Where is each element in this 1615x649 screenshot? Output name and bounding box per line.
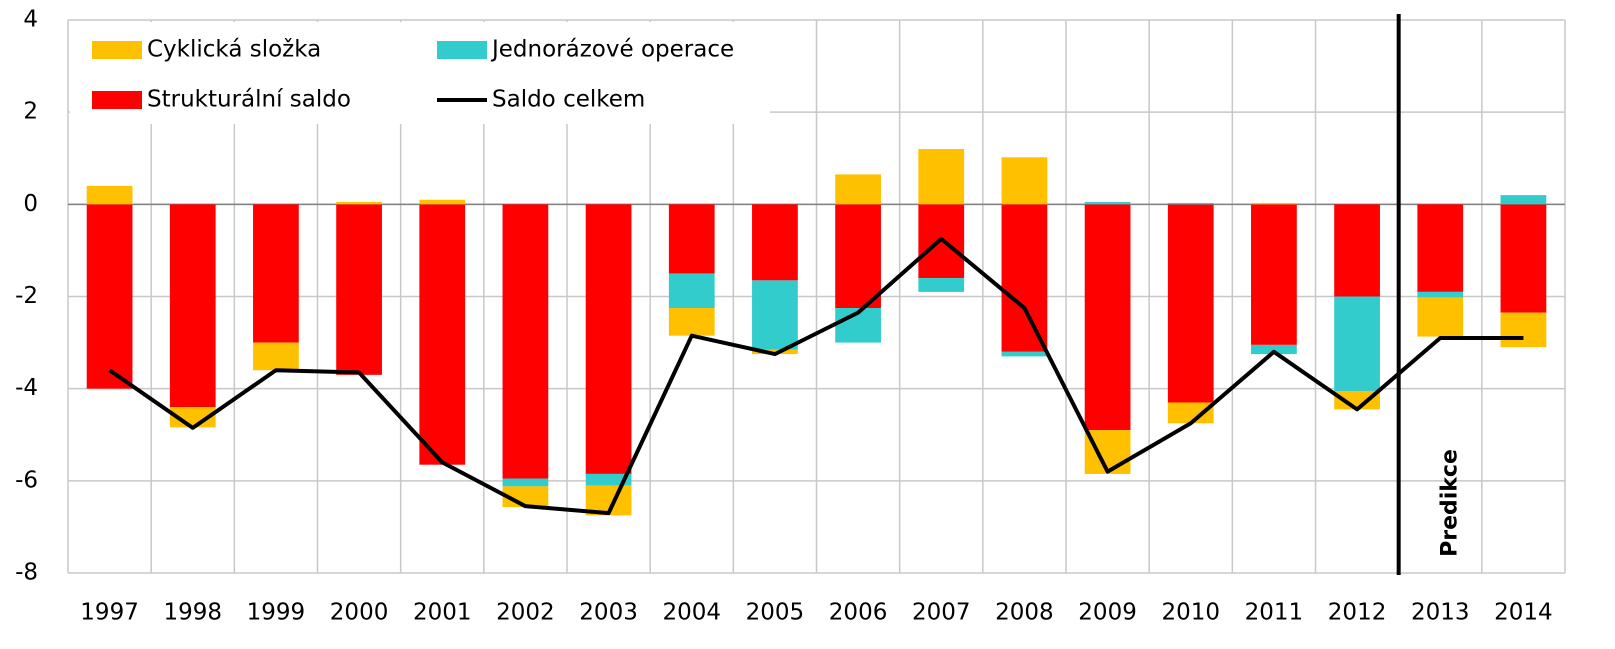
- bar-segment: [918, 149, 965, 205]
- bar-segment: [1334, 204, 1380, 297]
- x-tick-label: 1999: [247, 600, 306, 626]
- x-tick-label: 2003: [579, 600, 638, 626]
- bar-segment: [752, 204, 798, 281]
- annotation: Predikce: [1438, 449, 1463, 557]
- x-tick-label: 2014: [1494, 600, 1553, 626]
- line: [108, 236, 1524, 516]
- bar-segment: [169, 204, 216, 408]
- bar-segment: [1500, 195, 1547, 205]
- bar-segment: [835, 204, 881, 309]
- y-tick-label: -6: [15, 467, 38, 493]
- bar-segment: [336, 204, 382, 375]
- bar-segment: [1001, 204, 1048, 352]
- bar-segment: [253, 342, 299, 371]
- bar-segment: [1334, 296, 1380, 391]
- bar-segment: [1084, 204, 1131, 431]
- x-tick-label: 2011: [1245, 600, 1304, 626]
- x-tick-label: 1998: [163, 600, 222, 626]
- bar-segment: [1251, 344, 1297, 355]
- legend-swatch: [92, 91, 142, 109]
- x-tick-label: 2006: [829, 600, 888, 626]
- bar-segment: [752, 349, 798, 355]
- x-tick-label: 2000: [330, 600, 389, 626]
- bar-segment: [1167, 202, 1214, 205]
- bar-segment: [1084, 202, 1131, 205]
- legend-label: Cyklická složka: [147, 37, 321, 63]
- x-tick-label: 2004: [662, 600, 721, 626]
- bar-segment: [1500, 204, 1547, 313]
- bar-segment: [1001, 157, 1048, 205]
- x-tick-label: 2005: [746, 600, 805, 626]
- bar-segment: [419, 204, 466, 465]
- bar-segment: [419, 199, 466, 205]
- x-tick-label: 2002: [496, 600, 555, 626]
- bar-segment: [668, 308, 715, 336]
- bar-segment: [1417, 291, 1464, 298]
- bar-segment: [336, 202, 382, 205]
- bar-segment: [1417, 297, 1464, 337]
- x-tick-label: 2013: [1411, 600, 1470, 626]
- bar-segment: [502, 204, 549, 479]
- bar-segment: [1251, 202, 1297, 205]
- bar-segment: [585, 204, 632, 474]
- bar-segment: [502, 478, 549, 487]
- bar-segment: [86, 204, 133, 389]
- bar-segment: [1500, 312, 1547, 348]
- bar-segment: [668, 273, 715, 309]
- x-tick-label: 2007: [912, 600, 971, 626]
- x-tick-label: 2010: [1161, 600, 1220, 626]
- legend-label: Saldo celkem: [492, 87, 645, 113]
- x-tick-label: 1997: [80, 600, 139, 626]
- legend-swatch: [92, 41, 142, 59]
- legend-box: [70, 22, 770, 124]
- x-tick-label: 2012: [1328, 600, 1387, 626]
- legend-label: Strukturální saldo: [147, 87, 351, 113]
- bar-segment: [1417, 204, 1464, 292]
- y-tick-label: -4: [15, 375, 38, 401]
- bar-segment: [86, 185, 133, 205]
- legend-swatch: [437, 41, 487, 59]
- bar-segment: [1167, 402, 1214, 424]
- bars: [86, 149, 1547, 516]
- labels: -8 -6 -4 -2 0 2 4 1997 1998 1999 2000 2001 2002 2003 2…: [15, 7, 1553, 626]
- bar-segment: [1167, 204, 1214, 403]
- bar-segment: [1001, 351, 1048, 357]
- bar-segment: [585, 473, 632, 486]
- y-tick-label: 0: [23, 191, 38, 217]
- bar-segment: [668, 204, 715, 274]
- bar-segment: [1334, 390, 1380, 410]
- x-tick-label: 2009: [1078, 600, 1137, 626]
- legend: Cyklická složka Jednorázové operace Strukt…: [70, 22, 770, 124]
- lines: [108, 14, 1524, 575]
- legend-label: Jednorázové operace: [490, 37, 734, 63]
- bar-segment: [835, 174, 881, 205]
- bar-segment: [253, 204, 299, 343]
- bar-segment: [918, 278, 965, 292]
- bar-segment: [1251, 204, 1297, 345]
- bar-segment: [752, 280, 798, 350]
- x-tick-label: 2008: [995, 600, 1054, 626]
- y-tick-label: -2: [15, 283, 38, 309]
- x-tick-label: 2001: [413, 600, 472, 626]
- y-tick-label: 2: [23, 99, 38, 125]
- y-tick-label: -8: [15, 560, 38, 586]
- y-tick-label: 4: [23, 7, 38, 33]
